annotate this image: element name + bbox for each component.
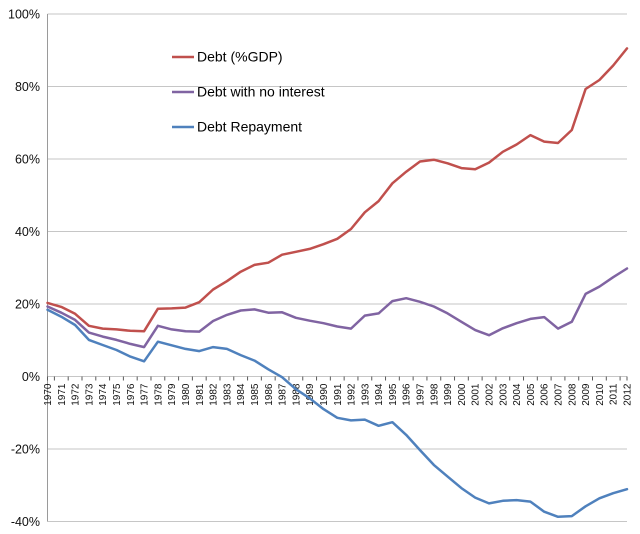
x-tick-label: 1993	[360, 383, 371, 406]
x-tick-label: 1970	[43, 383, 54, 406]
x-tick-label: 1976	[126, 383, 137, 406]
x-tick-label: 1986	[264, 383, 275, 406]
y-tick-label: -40%	[11, 515, 40, 529]
x-tick-label: 2000	[457, 383, 468, 406]
axes	[47, 14, 628, 522]
y-tick-label: 100%	[8, 7, 40, 21]
x-tick-label: 2004	[512, 383, 523, 406]
legend-label-debt-gdp: Debt (%GDP)	[197, 49, 283, 65]
y-tick-label: 60%	[15, 152, 40, 166]
x-tick-label: 1982	[209, 383, 220, 406]
y-tick-label: 0%	[22, 370, 40, 384]
series-line-debt-repayment	[46, 308, 629, 519]
series-line-debt-with-no-interest	[46, 267, 629, 349]
y-tick-label: 40%	[15, 225, 40, 239]
x-tick-label: 1977	[140, 383, 151, 406]
x-tick-label: 1990	[319, 383, 330, 406]
x-tick-label: 2011	[609, 383, 620, 405]
x-tick-label: 1983	[222, 383, 233, 406]
x-tick-label: 1998	[429, 383, 440, 406]
x-tick-label: 1973	[84, 383, 95, 406]
x-tick-label: 2001	[471, 383, 482, 406]
x-tick-label: 1971	[57, 383, 68, 406]
legend: Debt (%GDP) Debt with no interest Debt R…	[172, 49, 325, 135]
x-tick-label: 1991	[333, 383, 344, 406]
y-tick-label: -20%	[11, 442, 40, 456]
x-tick-label: 1999	[443, 383, 454, 406]
x-tick-label: 1995	[388, 383, 399, 406]
y-tick-label: 20%	[15, 297, 40, 311]
x-tick-label: 1974	[98, 383, 109, 406]
x-axis-labels: 1970 1971 1972 1973 1974 1975 1976 1977 1978 1979…	[43, 383, 634, 406]
x-tick-label: 1997	[416, 383, 427, 406]
x-tick-label: 1996	[402, 383, 413, 406]
x-tick-label: 2012	[623, 383, 634, 406]
y-axis-labels: 100% 80% 60% 40% 20% 0% -20% -40%	[8, 7, 40, 529]
x-tick-label: 2009	[581, 383, 592, 406]
x-tick-label: 2007	[554, 383, 565, 406]
x-tick-label: 2006	[540, 383, 551, 406]
x-tick-label: 2002	[485, 383, 496, 406]
x-tick-label: 1994	[374, 383, 385, 406]
x-tick-label: 2008	[567, 383, 578, 406]
legend-label-debt-no-interest: Debt with no interest	[197, 84, 325, 100]
x-tick-label: 1979	[167, 383, 178, 406]
x-tick-label: 1988	[291, 383, 302, 406]
gridlines	[47, 13, 627, 522]
data-series	[46, 47, 629, 519]
x-tick-label: 2003	[498, 383, 509, 406]
x-tick-label: 1972	[71, 383, 82, 406]
x-tick-label: 1981	[195, 383, 206, 406]
x-tick-label: 1985	[250, 383, 261, 406]
legend-label-debt-repayment: Debt Repayment	[197, 119, 302, 135]
x-tick-label: 1987	[278, 383, 289, 406]
x-tick-label: 1978	[153, 383, 164, 406]
series-line-debt-gdp-	[46, 47, 629, 333]
x-tick-label: 1975	[112, 383, 123, 406]
x-tick-label: 2010	[595, 383, 606, 406]
y-tick-label: 80%	[15, 80, 40, 94]
x-tick-label: 1980	[181, 383, 192, 406]
x-tick-label: 2005	[526, 383, 537, 406]
x-tick-label: 1992	[347, 383, 358, 406]
x-tick-label: 1984	[236, 383, 247, 406]
x-tick-label: 1989	[305, 383, 316, 406]
